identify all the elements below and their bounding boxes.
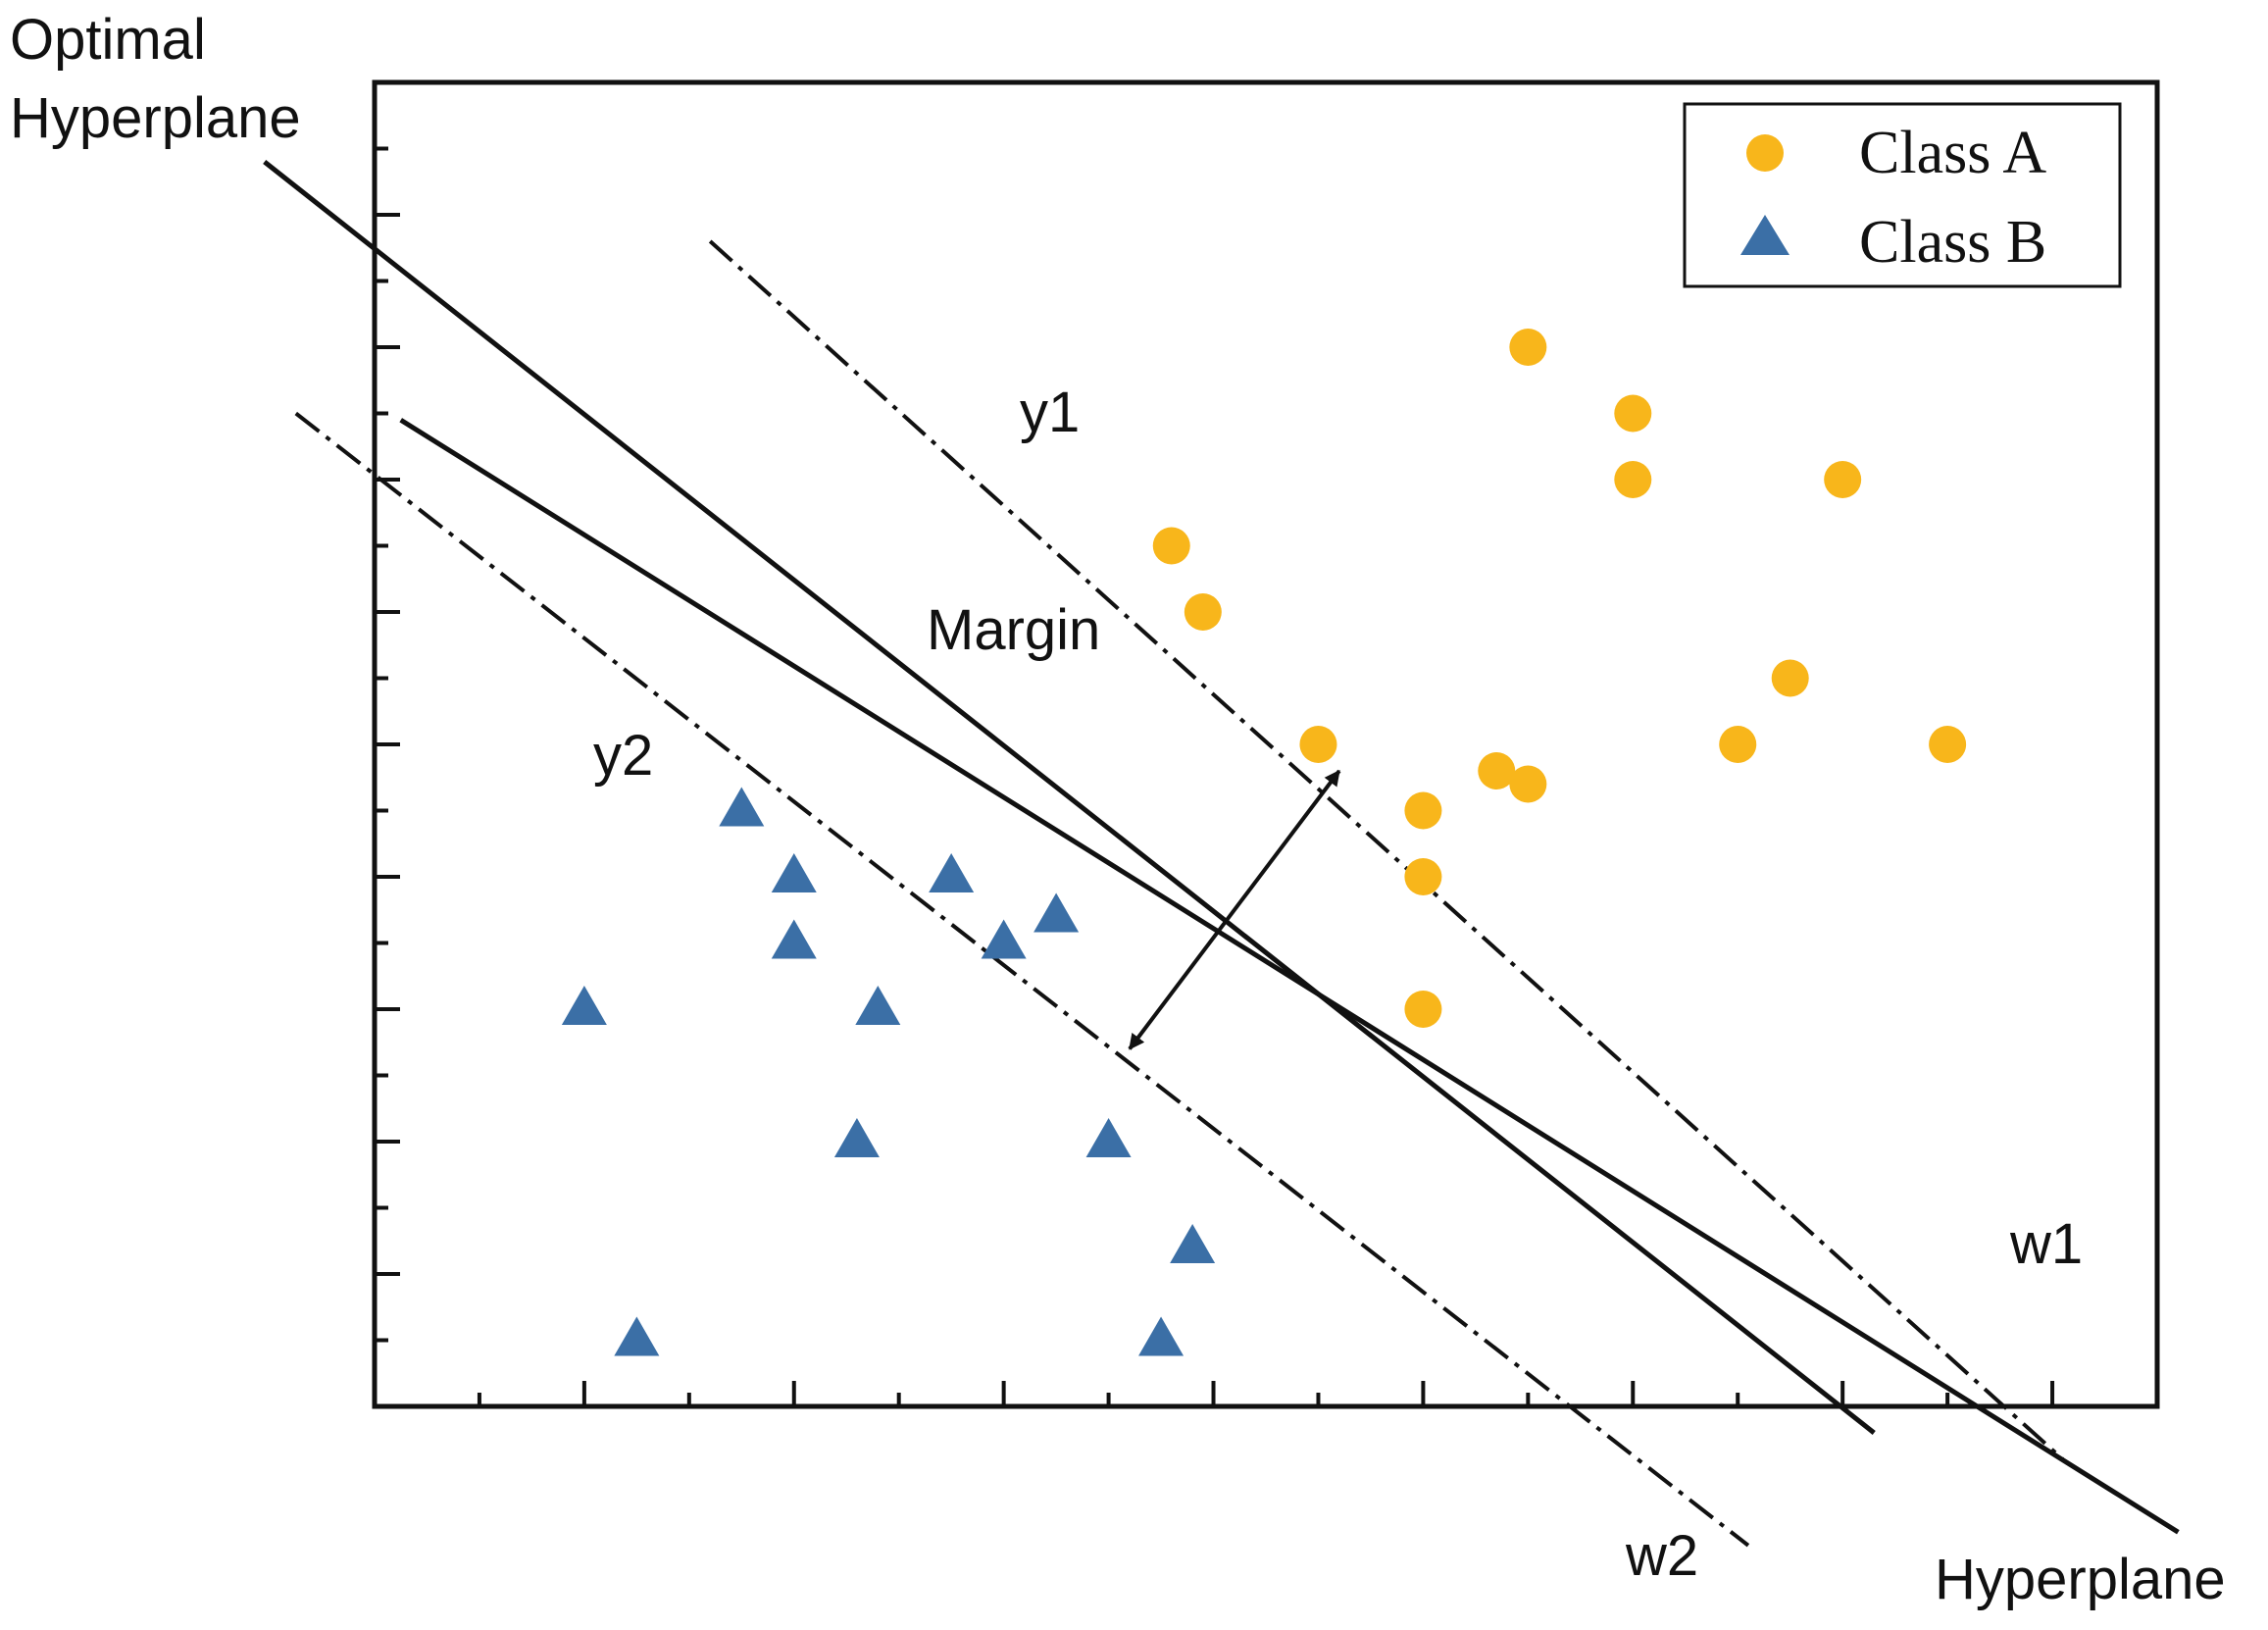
class-b-point <box>1033 892 1080 933</box>
class-b-point <box>1085 1118 1132 1157</box>
class-b-point <box>855 986 901 1025</box>
class-a-point <box>1299 726 1337 763</box>
legend-class-a-label: Class A <box>1859 120 2046 186</box>
class-a-point <box>1404 858 1442 895</box>
class-a-point <box>1614 394 1652 433</box>
legend-class-a-marker <box>1746 134 1784 172</box>
legend-class-b-label: Class B <box>1859 209 2046 276</box>
class-a-point <box>1719 726 1757 763</box>
w1-label: w1 <box>2009 1212 2083 1276</box>
class-b-point <box>771 853 817 892</box>
class-b-point <box>833 1118 880 1157</box>
class-b-point <box>929 853 975 892</box>
class-b-point <box>981 919 1027 959</box>
class-a-point <box>1478 752 1516 790</box>
margin-label: Margin <box>927 598 1100 662</box>
legend-class-b-marker <box>1740 215 1789 255</box>
class-b-point <box>614 1316 660 1356</box>
class-a-point <box>1614 461 1652 498</box>
class-a-point <box>1152 527 1190 565</box>
hyperplane-label: Hyperplane <box>1935 1548 2226 1611</box>
w2-label: w2 <box>1625 1524 1698 1588</box>
w1-line <box>708 239 2065 1461</box>
hyperplane-line <box>399 418 2180 1535</box>
class-b-point <box>771 919 817 959</box>
optimal-hyperplane-line <box>263 160 1876 1435</box>
separator-lines <box>263 160 2180 1548</box>
class-a-point <box>1509 765 1547 803</box>
class-b-point <box>719 787 765 827</box>
class-a-point <box>1184 593 1222 631</box>
class-a-point <box>1509 329 1547 366</box>
legend-box <box>1683 102 2122 288</box>
data-points <box>561 329 1967 1356</box>
optimal-hyperplane-label-line1: Optimal <box>10 8 206 72</box>
margin-arrow <box>1128 769 1341 1050</box>
class-b-point <box>1170 1224 1216 1263</box>
optimal-hyperplane-label-line2: Hyperplane <box>10 86 301 150</box>
class-b-point <box>1138 1316 1184 1356</box>
class-b-point <box>561 986 607 1025</box>
class-a-point <box>1929 726 1967 763</box>
legend: Class A Class B <box>1683 102 2122 288</box>
class-a-point <box>1404 791 1442 830</box>
class-a-point <box>1824 461 1862 498</box>
class-a-point <box>1771 659 1809 697</box>
y1-label: y1 <box>1020 381 1080 444</box>
class-a-point <box>1404 991 1442 1028</box>
y2-label: y2 <box>593 724 653 788</box>
w2-line <box>294 411 1750 1548</box>
